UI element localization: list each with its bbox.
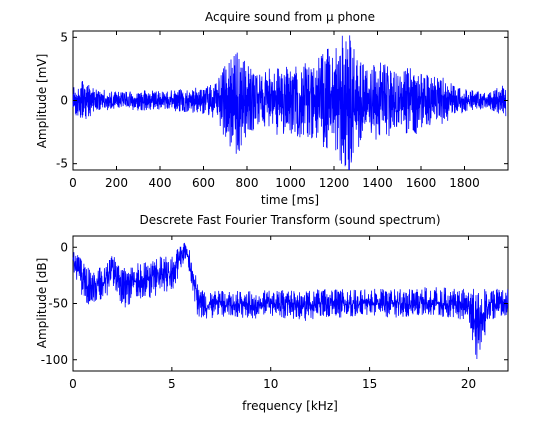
- time-x-tick-label: 1200: [319, 176, 350, 190]
- time-x-tick-label: 1800: [449, 176, 480, 190]
- spectrum-x-tick-label: 10: [263, 377, 278, 391]
- time-x-tick-label: 0: [69, 176, 77, 190]
- time-x-tick-label: 600: [192, 176, 215, 190]
- spectrum-x-ticks: 0 5 10 15 20: [69, 236, 476, 391]
- spectrum-plot-title: Descrete Fast Fourier Transform (sound s…: [139, 213, 440, 227]
- time-y-tick-label: 5: [60, 30, 68, 44]
- time-x-axis-label: time [ms]: [261, 193, 319, 207]
- spectrum-x-tick-label: 0: [69, 377, 77, 391]
- spectrum-x-tick-label: 5: [168, 377, 176, 391]
- time-y-tick-label: 0: [60, 94, 68, 108]
- frequency-domain-plot: Descrete Fast Fourier Transform (sound s…: [35, 213, 509, 413]
- time-x-tick-label: 1000: [275, 176, 306, 190]
- time-domain-plot: Acquire sound from µ phone 0 200 400 600 800…: [35, 10, 509, 207]
- spectrum-x-tick-label: 15: [362, 377, 377, 391]
- time-y-ticks: -5 0 5: [56, 30, 508, 171]
- spectrum-x-tick-label: 20: [461, 377, 476, 391]
- time-y-tick-label: -5: [56, 157, 68, 171]
- time-x-tick-label: 200: [105, 176, 128, 190]
- spectrum-y-ticks: -100 -50 0: [41, 240, 508, 367]
- spectrum-y-tick-label: 0: [60, 240, 68, 254]
- spectrum-trace: [72, 242, 509, 360]
- spectrum-y-tick-label: -50: [48, 297, 68, 311]
- time-x-tick-label: 1400: [362, 176, 393, 190]
- spectrum-y-axis-label: Amplitude [dB]: [35, 258, 49, 349]
- time-plot-title: Acquire sound from µ phone: [205, 10, 375, 24]
- time-series-line: [72, 35, 507, 171]
- time-y-axis-label: Amplitude [mV]: [35, 54, 49, 149]
- time-x-tick-label: 400: [149, 176, 172, 190]
- time-x-tick-label: 800: [236, 176, 259, 190]
- spectrum-series-line: [72, 242, 509, 360]
- spectrum-x-axis-label: frequency [kHz]: [242, 399, 338, 413]
- spectrum-y-tick-label: -100: [41, 353, 68, 367]
- time-signal-trace: [72, 35, 507, 171]
- time-x-ticks: 0 200 400 600 800 1000 1200 1400 1600 1800: [69, 31, 480, 190]
- time-x-tick-label: 1600: [406, 176, 437, 190]
